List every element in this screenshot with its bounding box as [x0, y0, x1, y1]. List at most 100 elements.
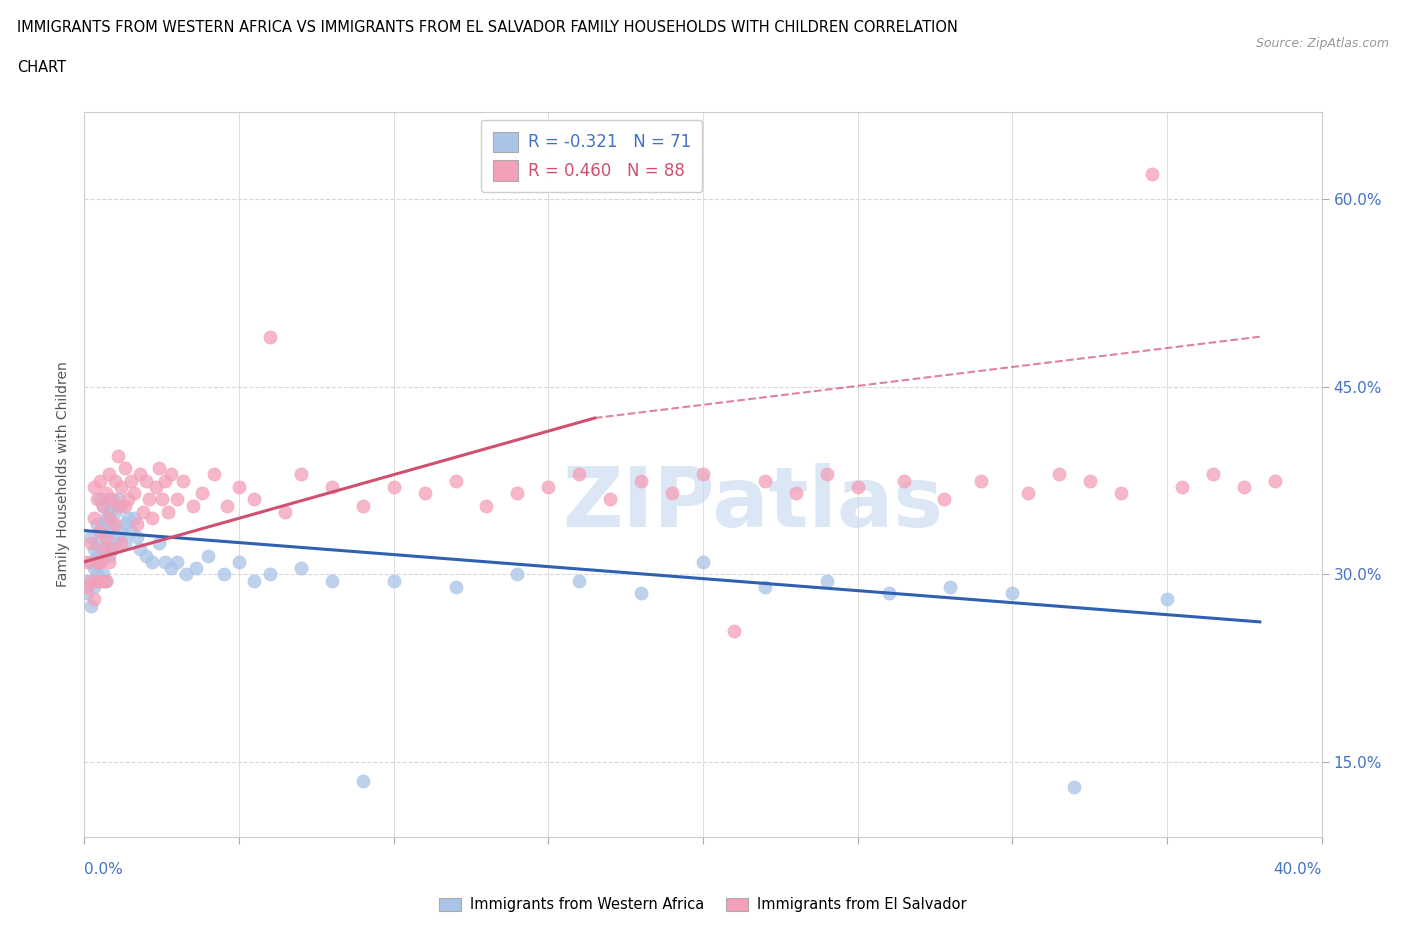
Point [122, 485, 145, 500]
Point [290, 467, 312, 482]
Point [91, 542, 114, 557]
Point [91, 542, 114, 557]
Point [101, 492, 124, 507]
Point [98, 467, 121, 482]
Point [89, 573, 111, 588]
Point [110, 524, 132, 538]
Point [104, 536, 127, 551]
Legend: Immigrants from Western Africa, Immigrants from El Salvador: Immigrants from Western Africa, Immigran… [433, 891, 973, 918]
Point [114, 460, 136, 475]
Point [83, 479, 105, 494]
Point [94, 573, 117, 588]
Point [110, 498, 132, 513]
Point [89, 554, 111, 569]
Point [141, 554, 163, 569]
Point [129, 467, 152, 482]
Point [274, 504, 297, 519]
Text: 0.0%: 0.0% [84, 862, 124, 877]
Point [160, 561, 183, 576]
Legend: R = -0.321   N = 71, R = 0.460   N = 88: R = -0.321 N = 71, R = 0.460 N = 88 [481, 120, 703, 193]
Point [79, 536, 101, 551]
Point [148, 536, 170, 551]
Point [114, 517, 136, 532]
Text: ZIPatlas: ZIPatlas [562, 463, 943, 544]
Point [661, 485, 683, 500]
Point [630, 473, 652, 488]
Point [148, 460, 170, 475]
Point [202, 467, 225, 482]
Point [89, 554, 111, 569]
Point [91, 498, 114, 513]
Point [76, 586, 98, 601]
Point [86, 567, 108, 582]
Point [877, 586, 900, 601]
Point [86, 573, 108, 588]
Point [259, 329, 281, 344]
Point [1017, 485, 1039, 500]
Point [815, 467, 838, 482]
Point [939, 579, 962, 594]
Point [228, 554, 250, 569]
Point [110, 536, 132, 551]
Point [785, 485, 807, 500]
Point [141, 511, 163, 525]
Point [98, 504, 121, 519]
Text: 40.0%: 40.0% [1274, 862, 1322, 877]
Point [754, 473, 776, 488]
Point [114, 498, 136, 513]
Point [83, 591, 105, 606]
Point [89, 524, 111, 538]
Point [89, 492, 111, 507]
Point [89, 524, 111, 538]
Point [166, 492, 188, 507]
Point [91, 517, 114, 532]
Point [94, 485, 117, 500]
Point [934, 492, 956, 507]
Point [79, 529, 101, 544]
Point [893, 473, 915, 488]
Point [599, 492, 621, 507]
Point [94, 511, 117, 525]
Point [160, 467, 183, 482]
Point [1109, 485, 1132, 500]
Point [125, 517, 148, 532]
Point [191, 485, 214, 500]
Point [91, 567, 114, 582]
Point [1202, 467, 1225, 482]
Point [76, 573, 98, 588]
Point [444, 579, 467, 594]
Point [212, 567, 235, 582]
Point [107, 529, 129, 544]
Point [243, 492, 266, 507]
Point [352, 498, 374, 513]
Point [120, 524, 142, 538]
Point [120, 473, 142, 488]
Point [129, 542, 152, 557]
Point [970, 473, 993, 488]
Point [86, 492, 108, 507]
Point [153, 473, 176, 488]
Point [107, 498, 129, 513]
Point [83, 542, 105, 557]
Point [1047, 467, 1070, 482]
Point [104, 517, 127, 532]
Point [321, 479, 343, 494]
Point [568, 467, 591, 482]
Point [692, 467, 714, 482]
Point [176, 567, 198, 582]
Point [86, 536, 108, 551]
Point [98, 511, 121, 525]
Point [413, 485, 436, 500]
Point [1233, 479, 1256, 494]
Point [83, 561, 105, 576]
Point [630, 586, 652, 601]
Point [382, 573, 405, 588]
Point [107, 448, 129, 463]
Point [243, 573, 266, 588]
Point [259, 567, 281, 582]
Point [184, 561, 207, 576]
Point [166, 554, 188, 569]
Point [215, 498, 238, 513]
Point [98, 548, 121, 563]
Point [86, 548, 108, 563]
